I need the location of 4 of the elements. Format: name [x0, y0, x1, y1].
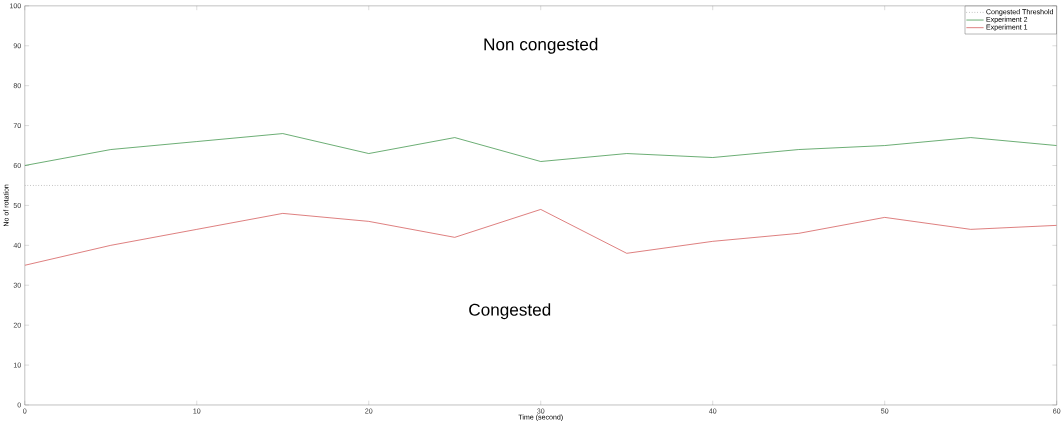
line-series	[24, 208, 1057, 266]
annotation: Non congested	[484, 37, 598, 54]
annotation: Congested	[469, 303, 551, 320]
line-series	[24, 133, 1057, 166]
